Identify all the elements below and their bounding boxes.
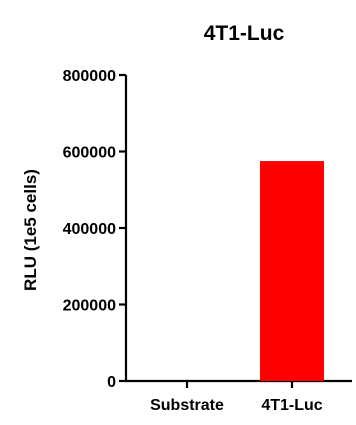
x-category-label: Substrate (150, 397, 224, 414)
y-tick-label: 200000 (63, 298, 116, 315)
plot-area: 0 200000 400000 600000 800000 Substrate 4T1-Lu… (63, 68, 352, 414)
y-tick-label: 600000 (63, 145, 116, 162)
bar-4t1-luc (260, 161, 324, 381)
y-tick-label: 0 (107, 374, 116, 391)
y-tick-label: 400000 (63, 221, 116, 238)
y-axis-label: RLU (1e5 cells) (21, 169, 40, 291)
y-tick-label: 800000 (63, 68, 116, 85)
chart-title: 4T1-Luc (204, 22, 285, 45)
x-category-label: 4T1-Luc (261, 397, 322, 414)
